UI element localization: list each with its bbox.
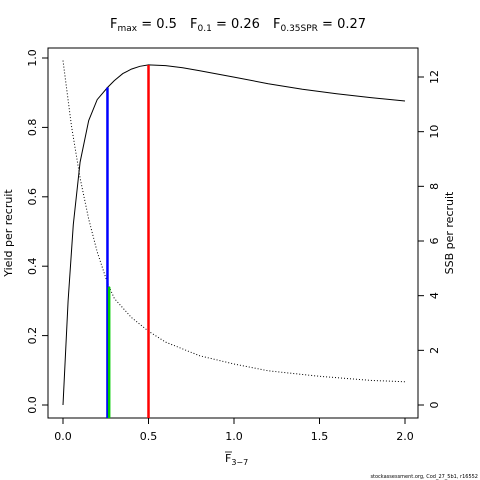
y-left-tick-label: 0.0 — [26, 396, 39, 414]
y-left-tick-label: 0.2 — [26, 327, 39, 345]
title-fmax-sub: max — [117, 24, 137, 34]
y-right-tick-label: 8 — [428, 183, 441, 190]
y-axis-right: 0 2 4 6 8 10 12 — [418, 70, 441, 409]
x-tick-label: 1.5 — [311, 430, 329, 443]
y-right-tick-label: 4 — [428, 292, 441, 299]
y-right-tick-label: 0 — [428, 402, 441, 409]
x-tick-label: 0.0 — [54, 430, 72, 443]
plot-frame — [47, 47, 419, 419]
title-fmax: Fmax = 0.5 — [110, 17, 177, 34]
y-axis-left-label: Yield per recruit — [2, 189, 15, 278]
chart-title: Fmax = 0.5 F0.1 = 0.26 F0.35SPR = 0.27 — [110, 17, 366, 34]
x-axis-label-main: F — [225, 452, 231, 465]
x-tick-label: 2.0 — [396, 430, 414, 443]
y-axis-left: 0.0 0.2 0.4 0.6 0.8 1.0 — [26, 49, 48, 414]
y-right-tick-label: 10 — [428, 125, 441, 139]
y-left-tick-label: 0.8 — [26, 119, 39, 136]
x-tick-label: 1.0 — [225, 430, 243, 443]
title-fmax-main: F — [110, 17, 117, 32]
title-f035spr-sub: 0.35SPR — [280, 24, 317, 34]
x-axis-label: F3−7 — [225, 452, 248, 467]
title-f01-sub: 0.1 — [197, 24, 211, 34]
title-f01-main: F — [190, 17, 197, 32]
ssb-per-recruit-line — [62, 60, 406, 383]
x-axis-label-sub: 3−7 — [231, 458, 248, 467]
y-axis-right-label: SSB per recruit — [443, 191, 456, 274]
y-right-tick-label: 12 — [428, 70, 441, 84]
yield-per-recruit-line — [62, 64, 406, 406]
x-tick-label: 0.5 — [140, 430, 158, 443]
title-f035spr: F0.35SPR = 0.27 — [273, 17, 366, 34]
y-right-tick-label: 6 — [428, 238, 441, 245]
title-f035spr-rest: = 0.27 — [318, 17, 366, 32]
title-f01: F0.1 = 0.26 — [190, 17, 260, 34]
title-f01-rest: = 0.26 — [212, 17, 260, 32]
title-fmax-rest: = 0.5 — [137, 17, 177, 32]
y-right-tick-label: 2 — [428, 347, 441, 354]
y-left-tick-label: 0.6 — [26, 188, 39, 206]
footer-note: stockassessment.org, Cod_27_5b1, r16552 — [370, 474, 478, 480]
reference-lines — [106, 64, 150, 418]
title-f035spr-main: F — [273, 17, 280, 32]
y-left-tick-label: 0.4 — [26, 257, 39, 275]
series-layer — [62, 60, 406, 406]
y-left-tick-label: 1.0 — [26, 49, 39, 67]
x-axis: 0.0 0.5 1.0 1.5 2.0 — [54, 418, 414, 443]
